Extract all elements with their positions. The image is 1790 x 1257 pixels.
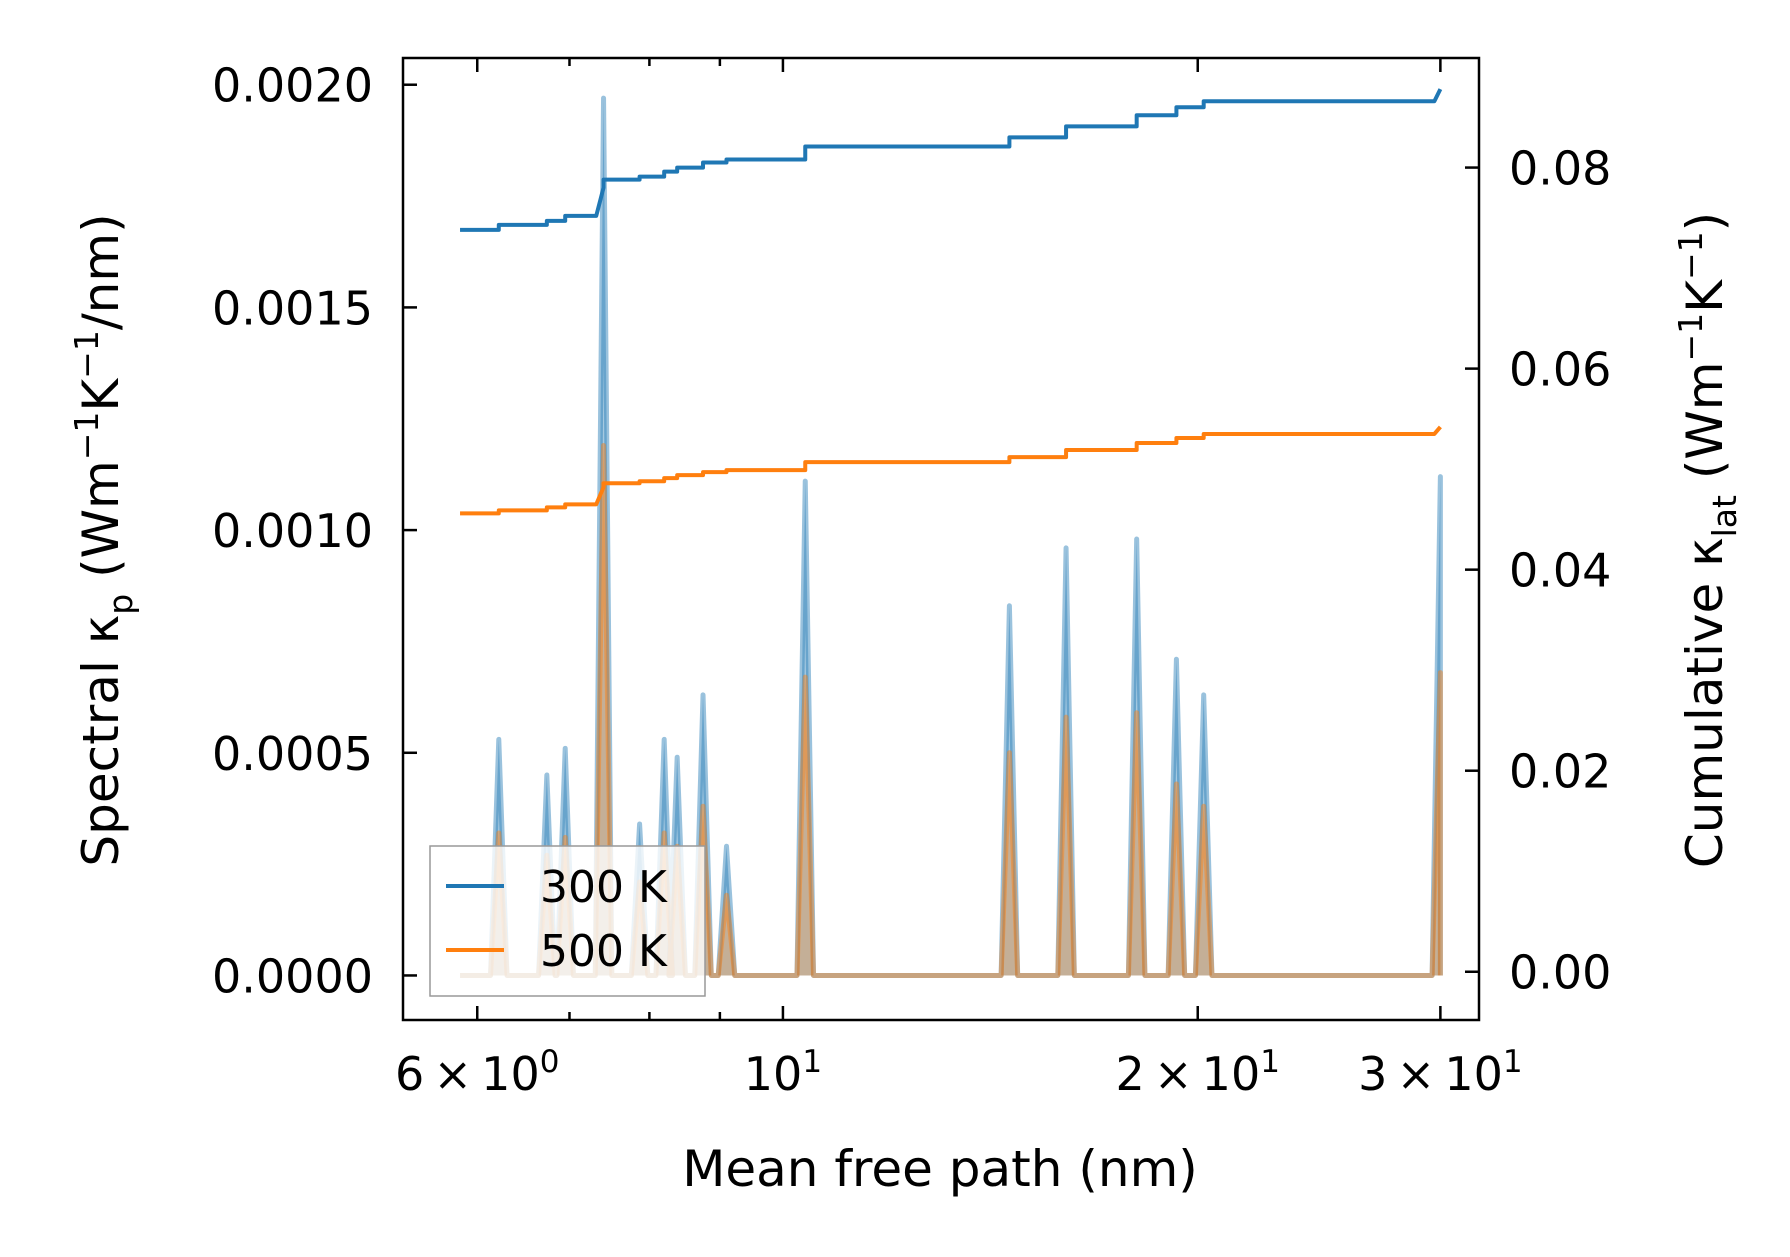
x-tick-label: 2 × 101 [1116, 1044, 1280, 1101]
plot-frame [401, 56, 1481, 1022]
y-right-tick-label: 0.00 [1509, 946, 1611, 1000]
spectral-layer [460, 95, 1443, 978]
y-left-tick-label: 0.0010 [212, 504, 373, 558]
x-tick-label: 3 × 101 [1358, 1044, 1522, 1101]
cumulative-line-300k [460, 88, 1443, 232]
legend-label-300k: 300 K [540, 862, 668, 913]
x-tick-label: 101 [744, 1044, 822, 1101]
cumulative-line-500k [460, 425, 1442, 516]
ticks-layer: 0.0000 0.0005 0.0010 0.0015 0.0020 0.00 0.02 0.… [212, 58, 1611, 1101]
y-left-tick-label: 0.0020 [212, 59, 373, 113]
x-axis-label: Mean free path (nm) [682, 1140, 1198, 1198]
legend-box [429, 845, 706, 997]
cumulative-layer [460, 88, 1443, 516]
y-right-tick-label: 0.06 [1509, 343, 1611, 397]
legend-label-500k: 500 K [540, 926, 668, 977]
spectral-line-500k [460, 442, 1443, 978]
y-axis-right-label: Cumulative κlat (Wm−1K−1) [1671, 212, 1744, 868]
y-axis-left-label: Spectral κp (Wm−1K−1/nm) [67, 213, 140, 866]
y-left-tick-label: 0.0000 [212, 949, 373, 1003]
y-left-tick-label: 0.0005 [212, 727, 373, 781]
legend: 300 K 500 K [429, 845, 706, 997]
y-left-tick-label: 0.0015 [212, 281, 373, 335]
y-right-tick-label: 0.02 [1509, 745, 1611, 799]
y-right-tick-label: 0.04 [1509, 544, 1611, 598]
spectral-line-300k [460, 95, 1443, 978]
y-right-tick-label: 0.08 [1509, 142, 1611, 196]
x-tick-label: 6 × 100 [395, 1044, 559, 1101]
